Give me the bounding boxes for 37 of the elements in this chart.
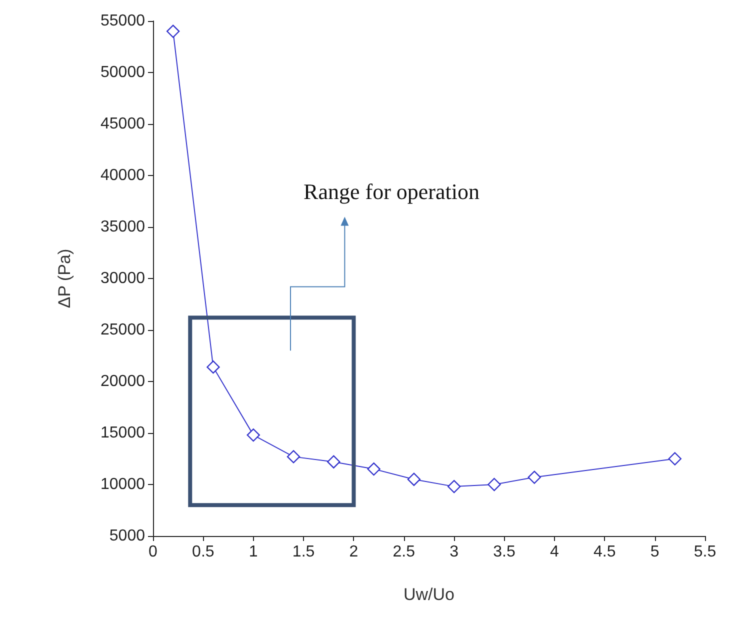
y-tick-label: 30000 xyxy=(100,270,146,287)
point xyxy=(367,462,380,476)
y-tick-label: 45000 xyxy=(100,116,146,132)
point xyxy=(327,455,340,468)
point xyxy=(447,480,461,494)
point xyxy=(206,360,220,374)
x-tick-label: 1 xyxy=(248,544,258,560)
y-tick-label: 35000 xyxy=(100,218,146,236)
x-tick-label: 3.5 xyxy=(493,544,516,560)
y-tick-label: 25000 xyxy=(100,322,146,338)
y-tick-label: 20000 xyxy=(100,373,146,390)
point xyxy=(407,472,421,486)
y-tick-label: 50000 xyxy=(100,64,146,81)
x-tick-label: 4 xyxy=(550,544,559,560)
y-tick-label: 10000 xyxy=(100,476,146,493)
annotation: Range for operation xyxy=(304,179,480,204)
y-tick-label: 5000 xyxy=(109,528,146,544)
y-tick-label: 15000 xyxy=(100,424,146,442)
x-tick-label: 4.5 xyxy=(594,544,616,560)
point xyxy=(668,452,682,466)
x-tick-label: 0 xyxy=(148,544,158,560)
y-axis-title: ΔP (Pa) xyxy=(55,248,74,308)
point xyxy=(246,428,260,442)
x-axis-title: Uw/Uo xyxy=(403,585,455,604)
x-tick-label: 3 xyxy=(450,544,459,560)
y-tick-label: 55000 xyxy=(100,12,146,30)
point xyxy=(286,450,300,464)
point xyxy=(528,470,541,484)
x-tick-label: 0.5 xyxy=(192,544,214,560)
point xyxy=(488,478,501,492)
x-tick-label: 5.5 xyxy=(694,544,716,560)
x-tick-label: 1.5 xyxy=(292,544,315,560)
point xyxy=(166,24,180,38)
y-tick-label: 40000 xyxy=(100,167,146,184)
x-tick-label: 2.5 xyxy=(392,544,416,560)
x-tick-label: 5 xyxy=(650,544,660,560)
x-tick-label: 2 xyxy=(349,544,358,560)
